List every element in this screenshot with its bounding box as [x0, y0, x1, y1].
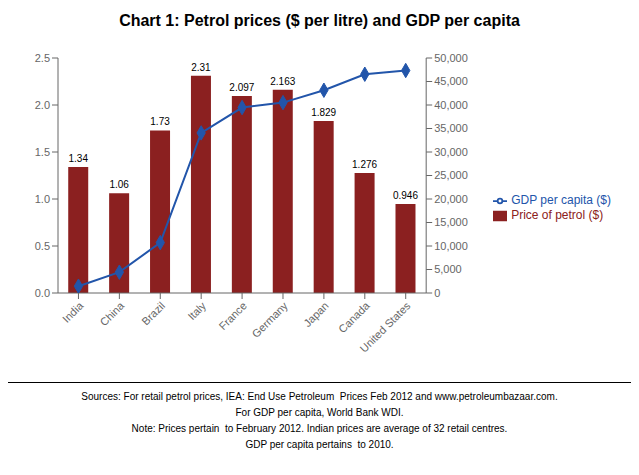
svg-text:5,000: 5,000 — [434, 263, 462, 275]
svg-text:0.946: 0.946 — [393, 190, 418, 201]
svg-text:20,000: 20,000 — [434, 193, 468, 205]
svg-text:40,000: 40,000 — [434, 99, 468, 111]
svg-text:Italy: Italy — [185, 299, 208, 322]
svg-text:2.5: 2.5 — [35, 52, 50, 64]
svg-text:2.0: 2.0 — [35, 99, 50, 111]
svg-text:2.163: 2.163 — [270, 76, 295, 87]
svg-text:1.829: 1.829 — [311, 107, 336, 118]
svg-text:35,000: 35,000 — [434, 122, 468, 134]
svg-text:1.5: 1.5 — [35, 146, 50, 158]
svg-text:China: China — [97, 299, 126, 328]
svg-text:0: 0 — [434, 287, 440, 299]
svg-text:50,000: 50,000 — [434, 52, 468, 64]
svg-text:1.73: 1.73 — [150, 116, 170, 127]
svg-text:2.31: 2.31 — [191, 62, 211, 73]
svg-text:25,000: 25,000 — [434, 169, 468, 181]
html-text:Chart 1: Petrol prices ($ per: Chart 1: Petrol prices ($ per litre) and… — [119, 12, 520, 29]
svg-text:Germany: Germany — [249, 299, 290, 340]
html-text:Sources: For retail petrol pri: Sources: For retail petrol prices, IEA: … — [81, 391, 558, 402]
html-text:Price of petrol ($): Price of petrol ($) — [511, 208, 604, 222]
html-text:For GDP per capita, World Bank: For GDP per capita, World Bank WDI. — [235, 407, 404, 418]
html-text:GDP per capita ($): GDP per capita ($) — [511, 193, 611, 208]
svg-text:Canada: Canada — [336, 299, 372, 335]
svg-text:2.097: 2.097 — [229, 82, 254, 93]
svg-text:1.0: 1.0 — [35, 193, 50, 205]
svg-text:0.0: 0.0 — [35, 287, 50, 299]
svg-text:1.276: 1.276 — [352, 159, 377, 170]
svg-text:India: India — [60, 299, 86, 325]
svg-text:10,000: 10,000 — [434, 240, 468, 252]
svg-text:30,000: 30,000 — [434, 146, 468, 158]
svg-text:45,000: 45,000 — [434, 75, 468, 87]
svg-text:0.5: 0.5 — [35, 240, 50, 252]
svg-text:United States: United States — [357, 299, 413, 355]
svg-text:Japan: Japan — [301, 299, 331, 329]
svg-text:Brazil: Brazil — [139, 299, 167, 327]
svg-text:1.06: 1.06 — [109, 179, 129, 190]
svg-text:1.34: 1.34 — [68, 153, 88, 164]
svg-text:15,000: 15,000 — [434, 216, 468, 228]
svg-text:France: France — [216, 299, 249, 332]
html-text:GDP per capita pertains to 201: GDP per capita pertains to 2010. — [245, 439, 394, 450]
html-text:Note: Prices pertain to Februa: Note: Prices pertain to February 2012. I… — [131, 423, 508, 434]
